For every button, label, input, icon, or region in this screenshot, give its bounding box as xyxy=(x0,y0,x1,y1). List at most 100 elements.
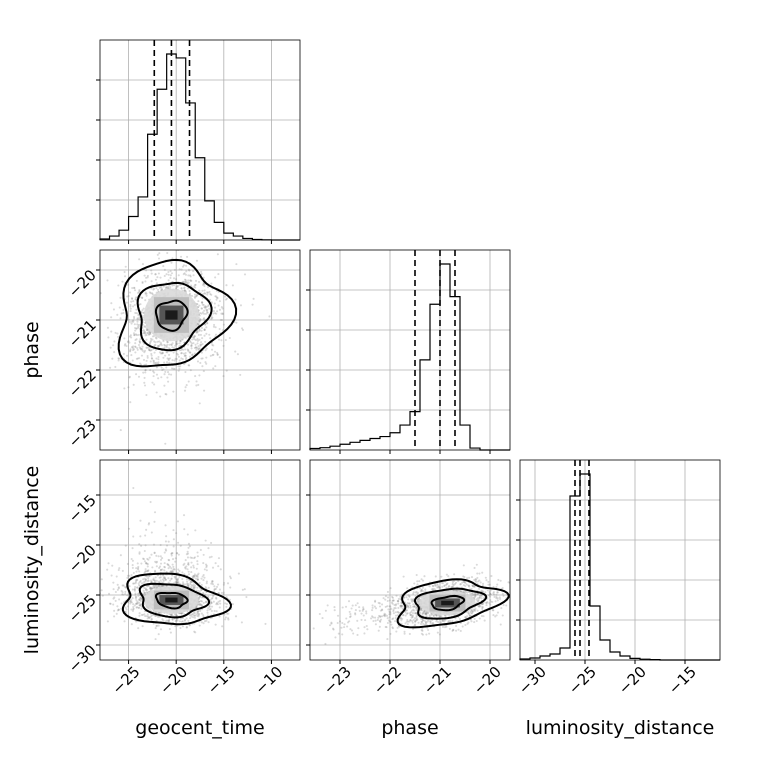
sample-point xyxy=(159,569,162,572)
sample-point xyxy=(150,339,153,342)
sample-point xyxy=(151,587,154,590)
sample-point xyxy=(176,579,179,582)
sample-point xyxy=(134,339,137,342)
sample-point xyxy=(186,287,190,290)
sample-point xyxy=(501,586,504,590)
sample-point xyxy=(201,297,204,300)
y-tick-label: −30 xyxy=(65,641,100,676)
sample-point xyxy=(209,600,213,604)
sample-point xyxy=(144,580,147,583)
sample-point xyxy=(135,357,138,360)
sample-point xyxy=(143,330,146,333)
sample-point xyxy=(495,597,498,600)
sample-point xyxy=(154,580,157,584)
sample-point xyxy=(473,584,476,588)
sample-point xyxy=(155,357,158,360)
sample-point xyxy=(137,323,140,326)
sample-point xyxy=(206,293,209,296)
sample-point xyxy=(155,391,158,394)
sample-point xyxy=(499,623,502,626)
sample-point xyxy=(190,561,193,564)
sample-point xyxy=(125,344,128,348)
sample-point xyxy=(435,620,438,623)
sample-point xyxy=(175,357,178,361)
sample-point xyxy=(148,556,151,559)
sample-point xyxy=(179,365,182,368)
sample-point xyxy=(205,582,208,585)
sample-point xyxy=(388,599,391,602)
sample-point xyxy=(202,614,205,617)
sample-point xyxy=(140,613,143,616)
sample-point xyxy=(441,625,445,628)
sample-point xyxy=(207,595,210,598)
sample-point xyxy=(137,325,140,328)
sample-point xyxy=(184,290,188,293)
sample-point xyxy=(161,618,164,621)
sample-point xyxy=(409,604,412,607)
sample-point xyxy=(145,528,148,531)
sample-point xyxy=(400,604,403,607)
sample-point xyxy=(149,587,152,590)
sample-point xyxy=(183,562,186,565)
sample-point xyxy=(189,279,192,282)
sample-point xyxy=(210,597,213,600)
sample-point xyxy=(147,577,150,580)
sample-point xyxy=(210,609,213,612)
sample-point xyxy=(144,570,147,573)
sample-point xyxy=(423,619,426,622)
sample-point xyxy=(458,589,461,592)
sample-point xyxy=(200,343,203,346)
sample-point xyxy=(216,353,219,356)
sample-point xyxy=(174,625,177,628)
sample-point xyxy=(202,276,205,279)
sample-point xyxy=(176,552,179,555)
sample-point xyxy=(123,344,126,347)
sample-point xyxy=(489,589,492,592)
sample-point xyxy=(386,638,389,641)
sample-point xyxy=(169,571,172,574)
sample-point xyxy=(145,294,148,297)
sample-point xyxy=(150,354,153,357)
sample-point xyxy=(184,358,187,361)
sample-point xyxy=(422,590,425,593)
sample-point xyxy=(188,289,191,293)
sample-point xyxy=(434,575,437,578)
sample-point xyxy=(152,577,155,580)
sample-point xyxy=(171,563,174,566)
sample-point xyxy=(391,626,394,629)
sample-point xyxy=(197,610,200,613)
sample-point xyxy=(160,366,163,369)
sample-point xyxy=(350,607,353,610)
sample-point xyxy=(203,576,206,579)
sample-point xyxy=(151,587,154,590)
sample-point xyxy=(205,347,208,350)
sample-point xyxy=(205,600,208,603)
sample-point xyxy=(478,596,481,600)
sample-point xyxy=(459,583,462,586)
sample-point xyxy=(166,371,170,374)
sample-point xyxy=(128,291,132,294)
sample-point xyxy=(402,613,405,617)
sample-point xyxy=(174,577,177,580)
sample-point xyxy=(194,339,197,342)
sample-point xyxy=(195,567,198,570)
sample-point xyxy=(187,380,190,383)
sample-point xyxy=(129,305,132,308)
sample-point xyxy=(179,339,182,342)
sample-point xyxy=(134,582,137,585)
sample-point xyxy=(410,616,413,619)
sample-point xyxy=(413,612,416,615)
sample-point xyxy=(228,336,231,340)
sample-point xyxy=(387,608,390,611)
sample-point xyxy=(413,624,416,627)
sample-point xyxy=(459,590,462,593)
sample-point xyxy=(163,565,166,568)
sample-point xyxy=(187,349,190,352)
sample-point xyxy=(214,312,217,315)
sample-point xyxy=(408,632,411,635)
sample-point xyxy=(215,597,218,600)
sample-point xyxy=(196,293,199,296)
sample-point xyxy=(414,619,417,622)
sample-point xyxy=(121,593,124,596)
sample-point xyxy=(159,558,163,561)
